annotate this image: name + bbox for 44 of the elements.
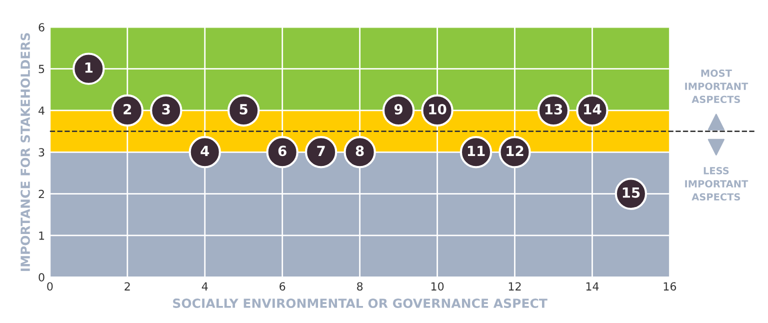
x-tick-label: 8 [357, 282, 363, 291]
text: LESS IMPORTANT ASPECTS [685, 166, 748, 201]
point [188, 136, 221, 168]
y-tick-label: 2 [38, 190, 44, 198]
x-tick-label: 0 [47, 282, 53, 291]
text: MOST IMPORTANT ASPECTS [685, 69, 748, 104]
text: 9 [394, 104, 402, 114]
x-tick-label: 12 [508, 282, 521, 290]
text: 15 [622, 188, 640, 198]
point [266, 136, 298, 168]
text: 13 [545, 104, 562, 114]
y-tick-label: 3 [38, 148, 44, 157]
x-tick-label: 10 [431, 282, 444, 291]
text: 7 [317, 146, 325, 156]
text: 14 [584, 104, 602, 114]
point [111, 94, 144, 127]
point [304, 136, 338, 168]
y-tick-label: 0 [38, 273, 44, 282]
y-tick-label: 4 [38, 106, 44, 115]
text: 4 [200, 146, 210, 156]
y-tick-label: 6 [38, 23, 44, 32]
text: 5 [240, 104, 248, 114]
point [150, 94, 182, 127]
text: 8 [356, 146, 364, 156]
text: 1 [85, 62, 93, 73]
text: 2 [124, 104, 132, 114]
x-tick-label: 14 [586, 282, 599, 290]
point [344, 136, 376, 168]
x-tick-label: 2 [124, 282, 130, 290]
text: 3 [162, 104, 170, 114]
text: 10 [429, 104, 446, 114]
x-tick-label: 4 [202, 282, 208, 290]
y-axis-title: IMPORTANCE FOR STAKEHOLDERS [20, 33, 30, 271]
text: 12 [506, 146, 524, 156]
point [72, 52, 105, 85]
point [228, 94, 260, 127]
text: 6 [278, 146, 286, 156]
x-axis-title: SOCIALLY ENVIRONMENTAL OR GOVERNANCE ASPECT [173, 298, 548, 308]
y-tick-label: 5 [38, 64, 44, 74]
y-tick-label: 1 [39, 232, 44, 240]
x-tick-label: 16 [664, 282, 676, 291]
x-tick-label: 6 [280, 282, 286, 291]
text: 11 [468, 146, 485, 156]
point [382, 94, 415, 127]
